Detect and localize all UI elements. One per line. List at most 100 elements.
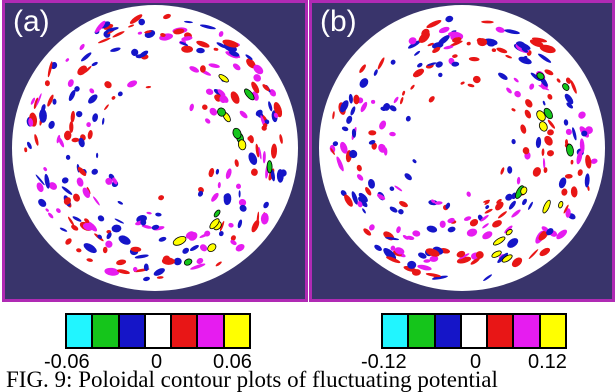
contour-blob — [97, 215, 105, 222]
contour-blob — [356, 174, 364, 181]
contour-blob — [138, 18, 145, 26]
contour-core — [232, 127, 242, 139]
contour-blob — [130, 246, 142, 253]
contour-blob — [332, 141, 339, 147]
contour-blob — [153, 268, 165, 276]
contour-blob — [438, 72, 443, 78]
contour-blob — [389, 186, 395, 191]
contour-blob — [497, 211, 507, 219]
contour-blob — [379, 120, 387, 130]
contour-blob — [102, 246, 108, 254]
contour-blob — [36, 182, 44, 193]
contour-blob — [585, 126, 593, 135]
contour-blob — [417, 62, 423, 68]
colorbar-swatch — [172, 315, 197, 347]
contour-blob — [451, 61, 460, 67]
contour-blob — [466, 228, 478, 237]
contour-blob — [483, 199, 491, 203]
contour-blob — [497, 252, 509, 263]
contour-blob — [72, 216, 82, 222]
colorbar-swatch — [198, 315, 223, 347]
contour-blob — [482, 231, 493, 240]
contour-blob — [468, 56, 480, 62]
contour-blob — [71, 137, 80, 143]
contour-blob — [412, 230, 421, 237]
contour-blob — [104, 104, 109, 111]
contour-blob — [561, 188, 568, 196]
contour-blob — [466, 191, 471, 197]
colorbar-swatch — [93, 315, 118, 347]
contour-blob — [394, 247, 405, 255]
contour-blob — [230, 239, 237, 246]
contour-blob — [228, 50, 240, 57]
contour-blob — [480, 214, 489, 222]
contour-blob — [496, 198, 502, 204]
contour-blob — [258, 146, 262, 160]
contour-blob — [44, 80, 50, 87]
contour-blob — [516, 176, 521, 185]
contour-blob — [114, 218, 125, 224]
contour-blob — [279, 134, 283, 144]
contour-blob — [97, 37, 111, 44]
contour-blob — [538, 53, 552, 63]
contour-blob — [368, 178, 375, 189]
contour-blob — [467, 83, 475, 88]
contour-blob — [215, 261, 222, 267]
contour-blob — [524, 109, 532, 119]
contour-blob — [565, 128, 572, 135]
contour-blob — [383, 103, 391, 111]
contour-blob — [270, 169, 275, 182]
contour-blob — [65, 238, 72, 245]
contour-blob — [92, 113, 99, 122]
contour-blob — [514, 90, 521, 98]
contour-blob — [487, 43, 495, 47]
colorbar-swatch — [461, 315, 487, 347]
contour-blob — [104, 267, 120, 276]
contour-blob — [351, 191, 358, 205]
colorbar-b-tick-zero: 0 — [470, 351, 482, 373]
contour-blob — [371, 99, 376, 104]
contour-blob — [222, 39, 239, 48]
contour-blob — [112, 31, 125, 38]
contour-blob — [373, 69, 378, 76]
contour-blob — [544, 135, 553, 146]
panel-a-label: (a) — [13, 5, 50, 38]
contour-blob — [48, 182, 58, 190]
contour-blob — [336, 156, 344, 172]
contour-blob — [182, 247, 190, 254]
contour-blob — [84, 218, 90, 224]
contour-blob — [522, 198, 527, 206]
contour-blob — [482, 223, 489, 229]
contour-blob — [472, 75, 481, 84]
contour-blob — [356, 164, 362, 172]
colorbar-b — [381, 313, 567, 349]
contour-core — [562, 83, 570, 91]
contour-blob — [500, 167, 505, 175]
contour-blob — [204, 230, 211, 237]
contour-core — [217, 107, 226, 117]
contour-blob — [369, 224, 375, 231]
contour-blob — [181, 45, 193, 53]
contour-blob — [110, 47, 121, 52]
contour-blob — [246, 58, 256, 69]
contour-blob — [83, 243, 97, 254]
contour-blob — [230, 235, 236, 241]
contour-blob — [61, 186, 73, 195]
contour-blob — [208, 171, 214, 178]
contour-blob — [41, 104, 46, 112]
contour-blob — [63, 197, 71, 205]
contour-blob — [118, 235, 131, 245]
contour-blob — [449, 40, 463, 47]
contour-blob — [399, 96, 404, 105]
contour-blob — [547, 119, 556, 129]
contour-blob — [459, 253, 470, 260]
contour-blob — [211, 192, 219, 202]
contour-blob — [484, 201, 490, 205]
contour-core — [218, 74, 229, 83]
contour-blob — [92, 196, 100, 206]
contour-blob — [353, 94, 360, 105]
contour-blob — [448, 31, 462, 38]
contour-blob — [463, 216, 472, 221]
contour-blob — [43, 167, 48, 172]
contour-core — [209, 218, 220, 230]
